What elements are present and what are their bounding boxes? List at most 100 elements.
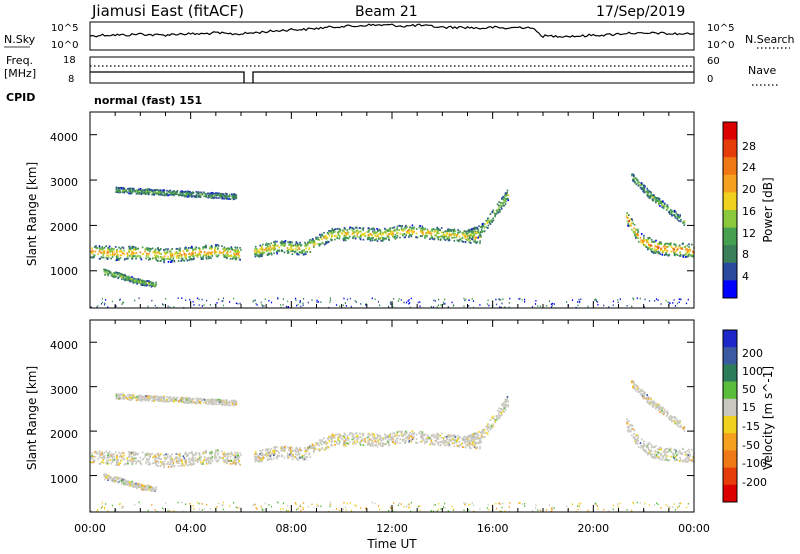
velocity-echo-cell xyxy=(679,459,682,461)
power-echo-cell xyxy=(535,300,537,302)
power-echo-cell xyxy=(203,195,205,198)
velocity-echo-cell xyxy=(177,465,180,467)
power-echo-cell xyxy=(688,251,691,253)
power-echo-cell xyxy=(208,194,210,197)
power-echo-cell xyxy=(195,195,197,198)
velocity-echo-cell xyxy=(283,456,286,459)
velocity-echo-cell xyxy=(424,440,426,443)
velocity-echo-cell xyxy=(490,424,493,427)
power-echo-cell xyxy=(119,187,121,189)
velocity-echo-cell xyxy=(171,453,173,456)
power-echo-cell xyxy=(196,192,199,194)
power-echo-cell xyxy=(433,299,435,302)
velocity-echo-cell xyxy=(144,455,146,458)
velocity-echo-cell xyxy=(123,458,126,461)
power-echo-cell xyxy=(216,197,218,199)
power-echo-cell xyxy=(100,248,103,251)
power-echo-cell xyxy=(675,253,678,256)
power-echo-cell xyxy=(431,237,434,240)
power-echo-cell xyxy=(495,303,498,306)
velocity-echo-cell xyxy=(192,460,194,462)
power-echo-cell xyxy=(659,253,662,255)
power-echo-cell xyxy=(655,199,657,201)
power-echo-cell xyxy=(498,210,501,212)
power-echo-cell xyxy=(679,254,682,256)
power-echo-cell xyxy=(398,229,400,232)
velocity-echo-cell xyxy=(330,436,333,439)
power-echo-cell xyxy=(649,244,652,247)
velocity-echo-cell xyxy=(229,462,232,465)
velocity-echo-cell xyxy=(265,452,268,455)
power-echo-cell xyxy=(330,231,333,234)
velocity-echo-cell xyxy=(120,455,123,458)
power-echo-cell xyxy=(267,249,270,252)
velocity-echo-cell xyxy=(93,459,96,462)
velocity-echo-cell xyxy=(391,438,394,441)
power-echo-cell xyxy=(667,205,669,208)
power-echo-cell xyxy=(154,248,157,251)
power-echo-cell xyxy=(657,243,659,245)
power-echo-cell xyxy=(108,256,110,259)
power-echo-cell xyxy=(476,241,478,243)
velocity-echo-cell xyxy=(408,440,411,443)
power-echo-cell xyxy=(138,281,141,284)
power-echo-cell xyxy=(478,232,480,235)
velocity-echo-cell xyxy=(281,448,284,450)
power-echo-cell xyxy=(328,234,331,237)
power-echo-cell xyxy=(440,231,443,234)
velocity-echo-cell xyxy=(126,480,128,483)
velocity-echo-cell xyxy=(488,427,491,430)
power-echo-cell xyxy=(93,254,96,257)
power-echo-cell xyxy=(109,271,111,274)
power-echo-cell xyxy=(102,256,104,259)
power-echo-cell xyxy=(505,192,508,195)
power-echo-cell xyxy=(151,299,153,302)
power-echo-cell xyxy=(140,190,143,193)
power-echo-cell xyxy=(129,189,131,192)
power-echo-cell xyxy=(417,301,419,304)
power-echo-cell xyxy=(277,298,279,300)
velocity-echo-cell xyxy=(280,448,283,451)
power-echo-cell xyxy=(302,302,304,305)
velocity-echo-cell xyxy=(412,433,415,436)
power-echo-cell xyxy=(679,251,681,254)
power-echo-cell xyxy=(657,299,659,301)
velocity-echo-cell xyxy=(233,460,236,462)
power-echo-cell xyxy=(122,247,125,249)
power-echo-cell xyxy=(436,228,438,231)
velocity-echo-cell xyxy=(496,416,498,419)
power-echo-cell xyxy=(496,203,499,206)
power-echo-cell xyxy=(260,301,262,304)
nave-tick-bottom: 0 xyxy=(707,74,713,85)
velocity-echo-cell xyxy=(170,455,172,457)
velocity-echo-cell xyxy=(325,443,328,446)
velocity-echo-cell xyxy=(506,396,509,398)
power-echo-cell xyxy=(380,239,382,242)
power-echo-cell xyxy=(128,245,131,248)
power-echo-cell xyxy=(102,254,104,256)
power-echo-cell xyxy=(377,301,380,303)
power-echo-cell xyxy=(317,238,319,241)
velocity-echo-cell xyxy=(109,459,112,461)
velocity-echo-cell xyxy=(324,442,326,444)
power-echo-cell xyxy=(394,228,396,231)
velocity-echo-cell xyxy=(444,440,446,442)
velocity-echo-cell xyxy=(688,448,690,451)
velocity-echo-cell xyxy=(148,486,151,489)
velocity-echo-cell xyxy=(193,401,195,404)
power-echo-cell xyxy=(437,238,440,241)
velocity-echo-cell xyxy=(430,434,433,437)
power-echo-cell xyxy=(320,236,322,238)
power-echo-cell xyxy=(235,194,237,196)
power-echo-cell xyxy=(227,250,229,252)
power-echo-cell xyxy=(180,257,183,260)
power-echo-cell xyxy=(233,196,235,199)
velocity-echo-cell xyxy=(215,456,218,459)
power-echo-cell xyxy=(331,236,333,238)
velocity-echo-cell xyxy=(200,461,202,464)
power-echo-cell xyxy=(253,250,256,253)
power-echo-cell xyxy=(665,299,667,302)
power-echo-cell xyxy=(480,226,482,228)
velocity-echo-cell xyxy=(158,454,161,457)
velocity-echo-cell xyxy=(484,429,486,431)
